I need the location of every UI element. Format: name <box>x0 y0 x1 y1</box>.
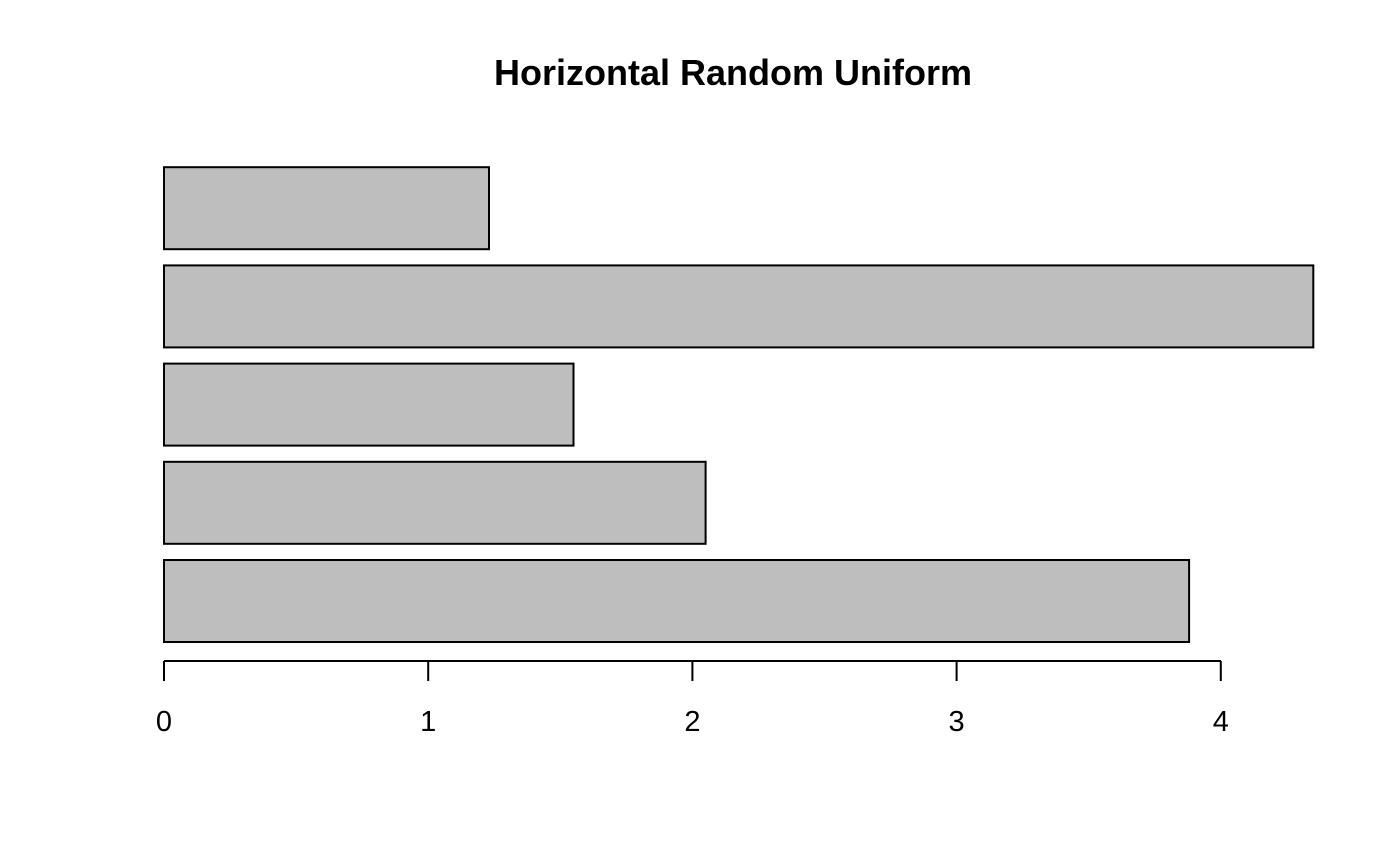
chart-title: Horizontal Random Uniform <box>494 52 972 93</box>
x-tick-label-3: 3 <box>949 706 965 738</box>
x-tick-label-2: 2 <box>684 706 700 738</box>
x-tick-label-0: 0 <box>156 706 172 738</box>
bar-1 <box>163 559 1191 643</box>
bar-3 <box>163 362 575 447</box>
x-tick-label-4: 4 <box>1213 706 1229 738</box>
bar-2 <box>163 460 707 545</box>
bar-4 <box>163 264 1315 349</box>
bars-group <box>163 166 1315 643</box>
x-axis: 0 1 2 3 4 <box>156 660 1229 738</box>
x-tick-label-1: 1 <box>420 706 436 738</box>
bar-5 <box>163 166 490 251</box>
